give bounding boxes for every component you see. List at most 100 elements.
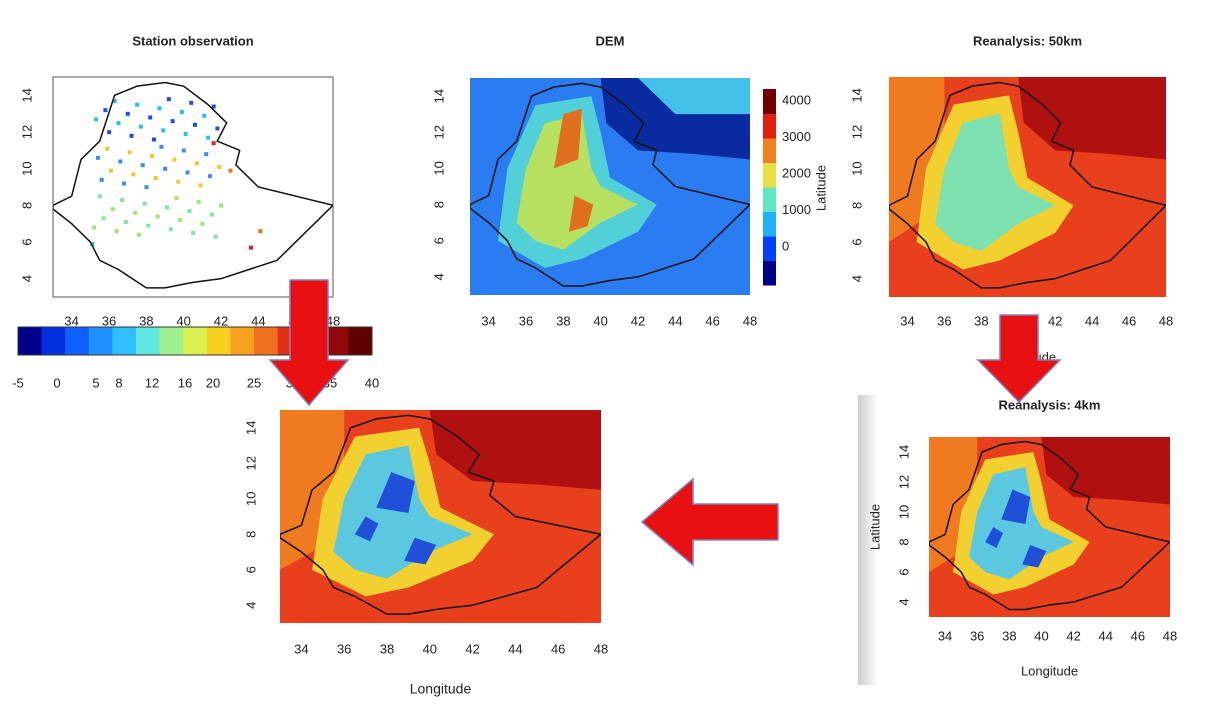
- panel-title: Reanalysis: 4km: [999, 397, 1101, 412]
- station-dot: [170, 119, 175, 124]
- station-dot: [125, 111, 130, 116]
- cool-spot: [404, 537, 437, 565]
- station-dot: [157, 106, 162, 111]
- x-tick-label: 42: [1066, 628, 1080, 643]
- colorbar-cell: [18, 327, 43, 355]
- station-dot: [114, 229, 119, 234]
- station-dot: [148, 115, 153, 120]
- colorbar-tick-label: 3000: [782, 129, 811, 144]
- x-tick-label: 36: [102, 313, 116, 328]
- country-border: [280, 414, 601, 615]
- x-tick-label: 46: [1131, 628, 1145, 643]
- x-tick-label: 44: [668, 313, 682, 328]
- colorbar-tick-label: 8: [115, 375, 122, 390]
- colorbar-tick-label: 5: [92, 375, 99, 390]
- colorbar-cell: [763, 260, 776, 286]
- x-tick-label: 36: [337, 641, 351, 656]
- highland-core: [969, 467, 1074, 580]
- station-dot: [138, 124, 143, 129]
- y-tick-label: 8: [849, 202, 864, 209]
- station-dot: [142, 201, 147, 206]
- x-tick-label: 40: [593, 313, 607, 328]
- station-dot: [97, 194, 102, 199]
- station-dot: [228, 168, 233, 173]
- y-tick-label: 6: [896, 568, 911, 575]
- colorbar-tick-label: 2000: [782, 165, 811, 180]
- country-border: [929, 440, 1170, 611]
- x-axis-label: Longitude: [1021, 663, 1078, 678]
- station-dot: [120, 198, 125, 202]
- station-dot: [95, 155, 100, 160]
- y-tick-label: 14: [849, 88, 864, 102]
- colorbar-label: Latitude: [813, 165, 828, 211]
- arrow-left: [640, 477, 779, 567]
- colorbar-tick-label: 12: [145, 375, 159, 390]
- y-tick-label: 6: [431, 237, 446, 244]
- colorbar-tick-label: 16: [178, 375, 192, 390]
- y-tick-label: 8: [243, 531, 258, 538]
- colorbar-tick-label: 4000: [782, 92, 811, 107]
- colorbar-tick-label: 20: [206, 375, 220, 390]
- x-tick-label: 38: [556, 313, 570, 328]
- station-dot: [193, 122, 197, 127]
- station-dot: [217, 165, 222, 169]
- station-dot: [211, 104, 216, 109]
- x-tick-label: 40: [176, 313, 190, 328]
- x-tick-label: 38: [139, 313, 153, 328]
- station-dot: [150, 154, 155, 158]
- x-tick-label: 44: [251, 313, 265, 328]
- map-area: [889, 77, 1166, 297]
- x-tick-label: 38: [974, 313, 988, 328]
- y-tick-label: 10: [849, 161, 864, 175]
- station-dot: [110, 207, 115, 212]
- x-tick-label: 34: [294, 641, 308, 656]
- y-tick-label: 10: [431, 161, 446, 175]
- colorbar-tick-label: 0: [782, 238, 789, 253]
- cool-spot: [354, 516, 379, 542]
- station-dot: [140, 163, 145, 168]
- station-dot: [135, 102, 140, 107]
- colorbar-cell: [763, 211, 776, 237]
- station-dot: [94, 117, 99, 122]
- station-dot: [215, 126, 220, 131]
- station-dot: [161, 128, 166, 133]
- colorbar-cell: [41, 327, 66, 355]
- colorbar-cell: [763, 113, 776, 139]
- station-dot: [219, 203, 224, 208]
- colorbar-tick-label: -5: [12, 375, 24, 390]
- station-dot: [90, 242, 95, 246]
- station-dot: [211, 141, 216, 146]
- y-tick-label: 12: [849, 125, 864, 139]
- station-dot: [122, 181, 127, 186]
- station-dot: [123, 220, 128, 224]
- map-area: [470, 78, 750, 295]
- station-dot: [181, 148, 186, 153]
- ridge: [554, 108, 582, 169]
- station-dot: [99, 177, 104, 182]
- station-dot: [116, 121, 121, 125]
- arrow-down: [268, 279, 350, 407]
- hot-region: [1041, 437, 1170, 505]
- y-tick-label: 10: [19, 161, 34, 175]
- station-dot: [187, 209, 192, 213]
- y-tick-label: 10: [896, 505, 911, 519]
- y-tick-label: 14: [243, 421, 258, 435]
- station-dot: [107, 130, 112, 135]
- station-dot: [131, 172, 136, 177]
- station-dot: [159, 144, 164, 149]
- station-dot: [165, 205, 169, 210]
- station-dot: [137, 232, 141, 237]
- colorbar-cell: [763, 187, 776, 212]
- station-dot: [112, 99, 117, 103]
- y-tick-label: 6: [19, 238, 34, 245]
- station-dot: [194, 161, 199, 166]
- x-tick-label: 42: [214, 313, 228, 328]
- cool-spot: [985, 527, 1003, 548]
- country-border: [889, 81, 1166, 289]
- station-dot: [204, 152, 209, 157]
- y-tick-label: 10: [243, 492, 258, 506]
- station-dot: [191, 231, 196, 235]
- station-dot: [163, 166, 168, 171]
- highland-core: [516, 114, 638, 250]
- x-tick-label: 34: [938, 628, 952, 643]
